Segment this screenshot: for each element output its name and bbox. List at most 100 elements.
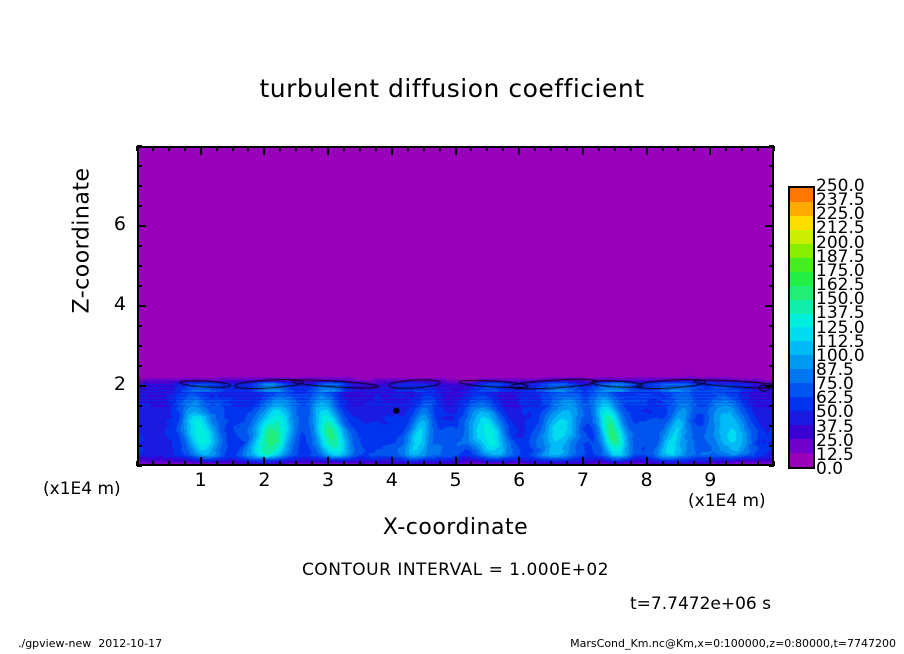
x-tick-top <box>232 146 234 151</box>
x-tick-top <box>630 146 632 151</box>
y-tick-right <box>769 265 774 267</box>
y-tick-right <box>769 365 774 367</box>
y-tick-label: 6 <box>113 213 126 235</box>
y-tick-right <box>769 205 774 207</box>
y-tick <box>137 285 142 287</box>
y-tick-right <box>769 405 774 407</box>
colorbar-band <box>790 271 813 286</box>
x-axis-units-label: (x1E4 m) <box>688 491 766 511</box>
x-tick <box>327 457 329 466</box>
colorbar-band <box>790 257 813 272</box>
colorbar-band <box>790 243 813 258</box>
x-tick-top <box>359 146 361 151</box>
x-tick <box>486 461 488 466</box>
x-tick-top <box>216 146 218 151</box>
x-tick <box>136 461 138 466</box>
x-tick <box>216 461 218 466</box>
x-tick <box>677 461 679 466</box>
colorbar-tick-label: 150.0 <box>816 289 865 310</box>
colorbar-band <box>790 201 813 216</box>
colorbar-tick-label: 62.5 <box>816 388 854 409</box>
x-tick <box>470 461 472 466</box>
colorbar-tick-label: 100.0 <box>816 345 865 366</box>
x-tick <box>582 457 584 466</box>
heatmap-field <box>139 148 772 464</box>
x-tick <box>773 461 775 466</box>
x-tick-top <box>550 146 552 151</box>
x-tick-top <box>582 146 584 155</box>
y-tick <box>137 425 142 427</box>
x-tick <box>295 461 297 466</box>
colorbar-tick-label: 112.5 <box>816 331 865 352</box>
x-tick-top <box>200 146 202 155</box>
y-tick <box>137 265 142 267</box>
colorbar-band <box>790 215 813 230</box>
x-tick <box>359 461 361 466</box>
colorbar-tick-label: 250.0 <box>816 176 865 196</box>
x-tick-top <box>709 146 711 155</box>
y-tick-label: 2 <box>113 373 126 395</box>
x-tick <box>152 461 154 466</box>
y-tick-right <box>769 345 774 347</box>
colorbar-tick-label: 0.0 <box>816 459 844 479</box>
y-tick <box>137 465 142 467</box>
colorbar-tick-label: 87.5 <box>816 359 854 380</box>
x-tick-top <box>773 146 775 151</box>
colorbar-band <box>790 425 813 440</box>
x-tick <box>343 461 345 466</box>
x-tick <box>566 461 568 466</box>
x-tick-top <box>470 146 472 151</box>
colorbar-tick-label: 175.0 <box>816 260 865 281</box>
colorbar-band <box>790 187 813 202</box>
colorbar-band <box>790 383 813 398</box>
y-tick-right <box>769 465 774 467</box>
y-tick <box>137 205 142 207</box>
x-tick-top <box>439 146 441 151</box>
x-tick-top <box>152 146 154 151</box>
x-tick-top <box>725 146 727 151</box>
colorbar-tick-label: 125.0 <box>816 317 865 338</box>
x-tick-top <box>295 146 297 151</box>
colorbar-tick-labels: 250.0 237.5 225.0 212.5 200.0 187.5 175.0 162.5… <box>816 178 896 478</box>
x-tick-label: 4 <box>385 469 398 491</box>
x-tick <box>646 457 648 466</box>
x-tick <box>455 457 457 466</box>
x-tick <box>725 461 727 466</box>
x-tick <box>200 457 202 466</box>
x-tick <box>375 461 377 466</box>
y-tick-right <box>769 145 774 147</box>
colorbar-tick-label: 12.5 <box>816 444 854 465</box>
x-tick <box>407 461 409 466</box>
x-tick-top <box>327 146 329 155</box>
x-axis-title: X-coordinate <box>382 515 529 540</box>
x-tick <box>693 461 695 466</box>
x-tick-top <box>534 146 536 151</box>
y-tick-right <box>769 245 774 247</box>
x-tick-top <box>391 146 393 155</box>
x-tick <box>232 461 234 466</box>
x-tick <box>630 461 632 466</box>
y-tick <box>137 345 142 347</box>
colorbar-band <box>790 453 813 467</box>
colorbar-band <box>790 313 813 328</box>
y-tick-label: 4 <box>113 293 126 315</box>
colorbar-band <box>790 327 813 342</box>
time-label: t=7.7472e+06 s <box>630 594 771 614</box>
y-tick <box>137 445 142 447</box>
x-tick-label: 5 <box>449 469 462 491</box>
colorbar-band <box>790 439 813 454</box>
colorbar-band <box>790 397 813 412</box>
y-tick <box>137 405 142 407</box>
x-tick-top <box>598 146 600 151</box>
x-tick <box>709 457 711 466</box>
colorbar-tick-label: 37.5 <box>816 416 854 437</box>
y-axis-title: Z-coordinate <box>69 167 95 314</box>
x-tick-top <box>136 146 138 151</box>
colorbar-band <box>790 341 813 356</box>
colorbar-band <box>790 369 813 384</box>
y-tick-right <box>765 305 774 307</box>
y-tick <box>137 145 142 147</box>
x-tick <box>391 457 393 466</box>
y-tick <box>137 385 146 387</box>
colorbar-band <box>790 229 813 244</box>
